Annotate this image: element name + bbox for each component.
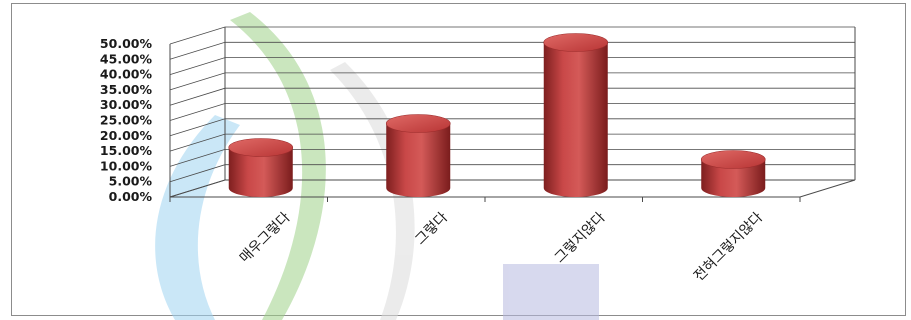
y-tick-label: 30.00%	[100, 97, 153, 112]
bar-body	[386, 124, 450, 198]
x-category-label: 매우그렇다	[237, 209, 294, 266]
bar-body	[544, 43, 608, 198]
bar-top	[544, 34, 608, 52]
bar-top	[229, 139, 293, 157]
bar-top	[701, 151, 765, 169]
y-tick-label: 20.00%	[100, 128, 153, 143]
gridline	[170, 119, 855, 136]
y-axis-ticks: 0.00%5.00%10.00%15.00%20.00%25.00%30.00%…	[100, 36, 153, 204]
y-tick-label: 10.00%	[100, 158, 153, 173]
bar	[701, 151, 765, 198]
y-tick-label: 40.00%	[100, 67, 153, 82]
y-tick-label: 35.00%	[100, 82, 153, 97]
x-category-label: 전혀그렇지않다	[691, 209, 766, 284]
gridline	[170, 104, 855, 121]
x-category-label: 그렇지않다	[552, 209, 609, 266]
gridline	[170, 88, 855, 105]
y-tick-label: 25.00%	[100, 113, 153, 128]
y-tick-label: 0.00%	[109, 189, 153, 204]
bar-top	[386, 115, 450, 133]
x-category-label: 그렇다	[412, 209, 451, 248]
bar	[229, 139, 293, 198]
y-tick-label: 45.00%	[100, 51, 153, 66]
y-tick-label: 5.00%	[109, 174, 153, 189]
gridline	[170, 73, 855, 90]
y-tick-label: 15.00%	[100, 143, 153, 158]
y-tick-label: 50.00%	[100, 36, 153, 51]
bar	[544, 34, 608, 198]
bar	[386, 115, 450, 198]
